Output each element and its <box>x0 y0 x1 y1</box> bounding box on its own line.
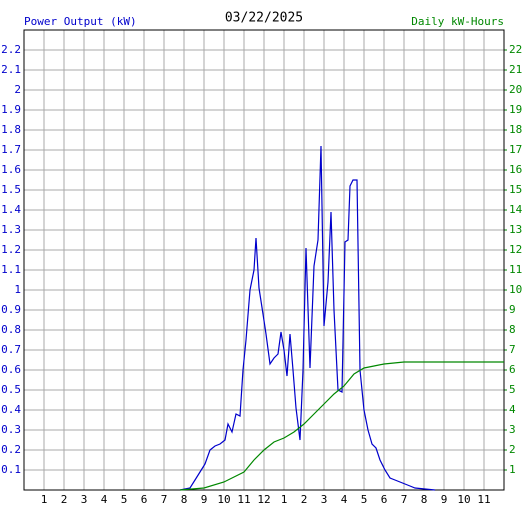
x-tick-label: 6 <box>141 493 148 506</box>
y2-tick-label: 7 <box>509 343 516 356</box>
y-tick-label: 1.4 <box>1 203 21 216</box>
y-tick-label: 0.8 <box>1 323 21 336</box>
y-axis-label: Power Output (kW) <box>24 15 137 28</box>
y-tick-label: 0.4 <box>1 403 21 416</box>
y-tick-label: 0.5 <box>1 383 21 396</box>
x-tick-label: 9 <box>441 493 448 506</box>
y-tick-label: 2.1 <box>1 63 21 76</box>
y-tick-label: 1.3 <box>1 223 21 236</box>
x-tick-label: 6 <box>381 493 388 506</box>
y2-tick-label: 8 <box>509 323 516 336</box>
series-line <box>179 361 504 491</box>
x-tick-label: 1 <box>41 493 48 506</box>
y-tick-label: 1.8 <box>1 123 21 136</box>
x-tick-label: 10 <box>457 493 470 506</box>
x-tick-label: 9 <box>201 493 208 506</box>
y2-tick-label: 21 <box>509 63 522 76</box>
x-tick-label: 4 <box>101 493 108 506</box>
x-tick-label: 3 <box>81 493 88 506</box>
y2-tick-label: 16 <box>509 163 522 176</box>
x-tick-label: 12 <box>257 493 270 506</box>
y-tick-label: 1.6 <box>1 163 21 176</box>
y-tick-label: 1.1 <box>1 263 21 276</box>
y2-tick-label: 19 <box>509 103 522 116</box>
y2-tick-label: 2 <box>509 443 516 456</box>
y2-tick-label: 14 <box>509 203 523 216</box>
x-tick-label: 5 <box>121 493 128 506</box>
y2-tick-label: 9 <box>509 303 516 316</box>
y-tick-label: 0.3 <box>1 423 21 436</box>
y-tick-label: 1.7 <box>1 143 21 156</box>
y-tick-label: 1.9 <box>1 103 21 116</box>
y2-tick-label: 1 <box>509 463 516 476</box>
x-tick-label: 4 <box>341 493 348 506</box>
y2-tick-label: 6 <box>509 363 516 376</box>
y-tick-label: 1.2 <box>1 243 21 256</box>
x-tick-label: 10 <box>217 493 230 506</box>
y2-tick-label: 13 <box>509 223 522 236</box>
x-tick-label: 5 <box>361 493 368 506</box>
y-tick-label: 1 <box>14 283 21 296</box>
y-tick-label: 0.7 <box>1 343 21 356</box>
y-tick-label: 2.2 <box>1 43 21 56</box>
chart-title: 03/22/2025 <box>225 11 303 26</box>
x-tick-label: 2 <box>301 493 308 506</box>
series-line <box>179 145 436 491</box>
y2-tick-label: 17 <box>509 143 522 156</box>
y-tick-label: 0.6 <box>1 363 21 376</box>
y-tick-label: 1.5 <box>1 183 21 196</box>
y2-tick-label: 18 <box>509 123 522 136</box>
y2-tick-label: 15 <box>509 183 522 196</box>
x-tick-label: 11 <box>477 493 490 506</box>
x-tick-label: 7 <box>161 493 168 506</box>
y2-tick-label: 11 <box>509 263 522 276</box>
y2-axis-label: Daily kW-Hours <box>411 15 504 28</box>
y2-tick-label: 22 <box>509 43 522 56</box>
y-tick-label: 0.2 <box>1 443 21 456</box>
y2-tick-label: 10 <box>509 283 522 296</box>
x-tick-label: 2 <box>61 493 68 506</box>
y2-tick-label: 20 <box>509 83 522 96</box>
y2-tick-label: 12 <box>509 243 522 256</box>
x-tick-label: 8 <box>181 493 188 506</box>
x-tick-label: 11 <box>237 493 250 506</box>
y2-tick-label: 3 <box>509 423 516 436</box>
y2-tick-label: 5 <box>509 383 516 396</box>
y-tick-label: 2 <box>14 83 21 96</box>
x-tick-label: 8 <box>421 493 428 506</box>
y-tick-label: 0.1 <box>1 463 21 476</box>
y-tick-label: 0.9 <box>1 303 21 316</box>
x-tick-label: 7 <box>401 493 408 506</box>
plot-frame <box>23 29 505 491</box>
x-tick-label: 1 <box>281 493 288 506</box>
y2-tick-label: 4 <box>509 403 516 416</box>
x-tick-label: 3 <box>321 493 328 506</box>
